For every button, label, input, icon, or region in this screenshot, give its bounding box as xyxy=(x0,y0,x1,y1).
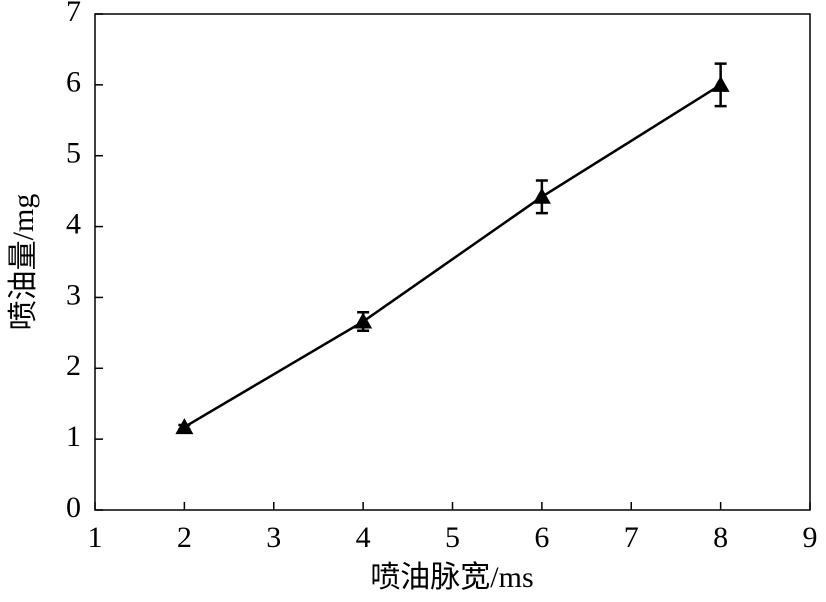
x-tick-label: 4 xyxy=(356,521,371,554)
y-tick-label: 3 xyxy=(66,278,81,311)
line xyxy=(183,83,722,429)
x-tick-label: 5 xyxy=(445,521,460,554)
x-tick-label: 2 xyxy=(177,521,192,554)
marker xyxy=(532,187,551,204)
x-tick-label: 1 xyxy=(88,521,103,554)
x-tick-label: 9 xyxy=(803,521,818,554)
x-tick-label: 6 xyxy=(534,521,549,554)
marker xyxy=(175,418,194,435)
y-tick-label: 1 xyxy=(66,420,81,453)
marker xyxy=(354,312,373,329)
x-tick-label: 3 xyxy=(266,521,281,554)
y-tick-label: 7 xyxy=(66,0,81,28)
y-tick-label: 6 xyxy=(66,66,81,99)
y-tick-label: 5 xyxy=(66,137,81,170)
x-axis-label: 喷油脉宽/ms xyxy=(370,561,533,594)
x-tick-label: 7 xyxy=(624,521,639,554)
y-tick-label: 2 xyxy=(66,349,81,382)
y-tick-label: 0 xyxy=(66,491,81,524)
y-tick-label: 4 xyxy=(66,207,81,240)
y-axis-label: 喷油量/mg xyxy=(7,194,40,331)
plot-frame xyxy=(94,13,811,511)
marker xyxy=(711,75,730,92)
x-tick-label: 8 xyxy=(713,521,728,554)
